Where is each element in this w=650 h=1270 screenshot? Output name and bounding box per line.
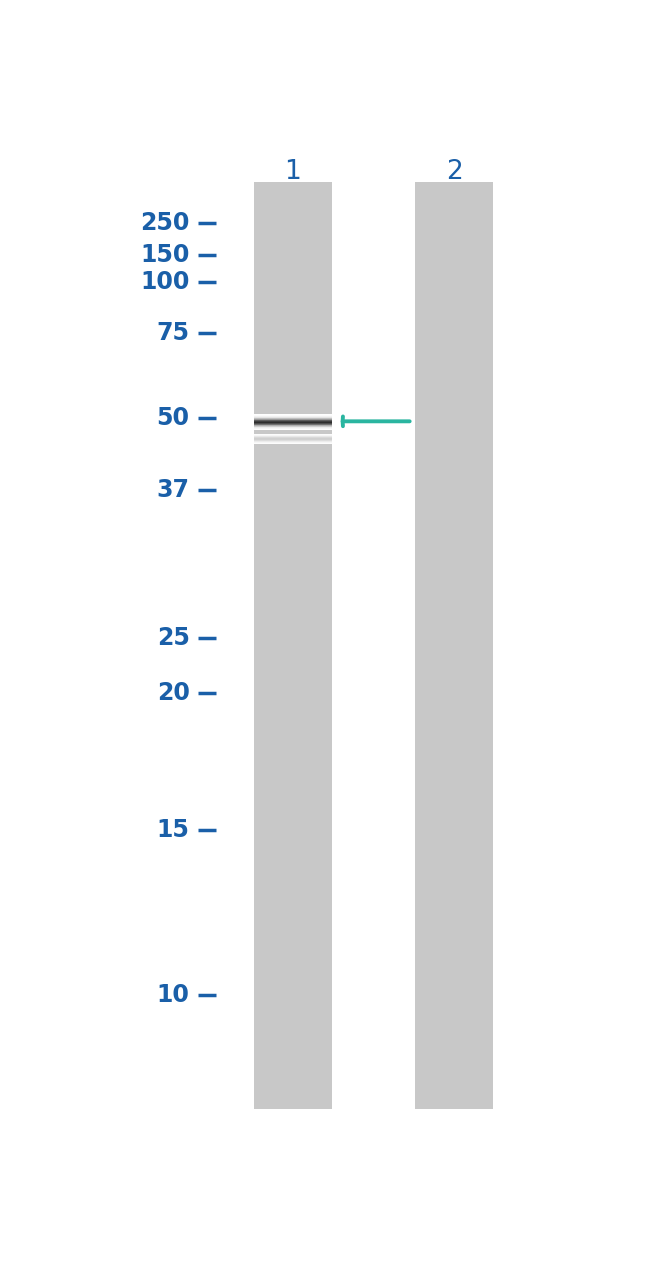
Text: 25: 25: [157, 626, 190, 650]
Text: 100: 100: [140, 271, 190, 295]
Text: 2: 2: [446, 159, 462, 185]
Text: 1: 1: [285, 159, 301, 185]
Text: 250: 250: [140, 211, 190, 235]
Text: 15: 15: [157, 818, 190, 842]
Text: 37: 37: [157, 478, 190, 502]
Bar: [254, 182, 332, 1109]
Text: 75: 75: [157, 321, 190, 345]
Bar: [415, 182, 493, 1109]
Text: 150: 150: [140, 243, 190, 267]
Text: 20: 20: [157, 681, 190, 705]
Text: 10: 10: [157, 983, 190, 1007]
Text: 50: 50: [157, 406, 190, 431]
